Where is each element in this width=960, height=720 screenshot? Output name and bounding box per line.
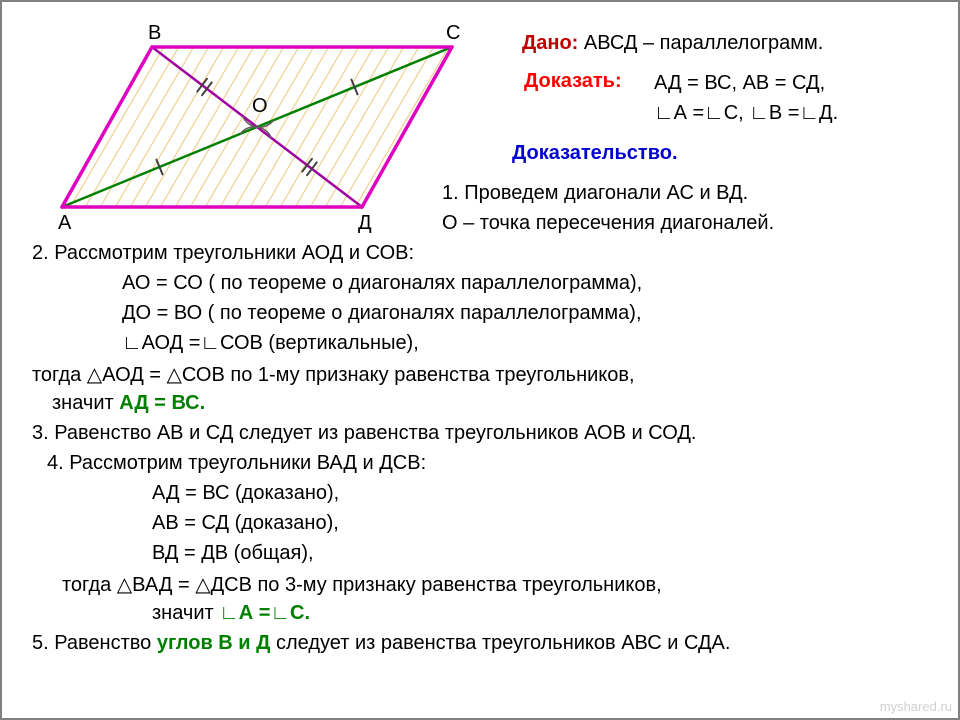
proof-2f-p: значит xyxy=(52,392,119,414)
vertex-label-c: С xyxy=(446,22,460,45)
prove-line-2: ∟А =∟С, ∟В =∟Д. xyxy=(654,102,838,125)
proof-4e: тогда △ВАД = △ДСВ по 3-му признаку равен… xyxy=(62,572,662,597)
proof-4b: АД = ВС (доказано), xyxy=(152,482,339,505)
proof-4a: 4. Рассмотрим треугольники ВАД и ДСВ: xyxy=(47,452,426,475)
proof-3: 3. Равенство АВ и СД следует из равенств… xyxy=(32,422,696,445)
proof-title: Доказательство. xyxy=(512,142,678,165)
proof-1b: О – точка пересечения диагоналей. xyxy=(442,212,774,235)
proof-2f: значит АД = ВС. xyxy=(52,392,205,415)
given-text: АВСД – параллелограмм. xyxy=(578,32,823,54)
proof-5-hl: углов В и Д xyxy=(157,632,271,654)
parallelogram-svg xyxy=(22,27,502,247)
given-title: Дано: xyxy=(522,32,578,54)
watermark: myshared.ru xyxy=(880,699,952,714)
proof-5-p2: следует из равенства треугольников АВС и… xyxy=(270,632,730,654)
slide: А В С Д О Дано: АВСД – параллелограмм. Д… xyxy=(0,0,960,720)
given-line: Дано: АВСД – параллелограмм. xyxy=(522,32,823,55)
prove-line-1: АД = ВС, АВ = СД, xyxy=(654,72,825,95)
proof-4f-p: значит xyxy=(152,602,219,624)
proof-2e: тогда △АОД = △СОВ по 1-му признаку равен… xyxy=(32,362,635,387)
center-label-o: О xyxy=(252,95,268,118)
parallelogram-figure: А В С Д О xyxy=(22,27,502,247)
proof-2f-hl: АД = ВС. xyxy=(119,392,205,414)
proof-4f: значит ∟А =∟С. xyxy=(152,602,310,625)
proof-4f-hl: ∟А =∟С. xyxy=(219,602,310,624)
proof-2b: АО = СО ( по теореме о диагоналях паралл… xyxy=(122,272,642,295)
vertex-label-b: В xyxy=(148,22,161,45)
proof-2c: ДО = ВО ( по теореме о диагоналях паралл… xyxy=(122,302,642,325)
proof-2a: 2. Рассмотрим треугольники АОД и СОВ: xyxy=(32,242,414,265)
vertex-label-a: А xyxy=(58,212,71,235)
proof-2d: ∟АОД =∟СОВ (вертикальные), xyxy=(122,332,419,355)
proof-1a: 1. Проведем диагонали АС и ВД. xyxy=(442,182,748,205)
prove-title: Доказать: xyxy=(524,70,622,93)
vertex-label-d: Д xyxy=(358,212,372,235)
proof-4d: ВД = ДВ (общая), xyxy=(152,542,314,565)
proof-5: 5. Равенство углов В и Д следует из раве… xyxy=(32,632,730,655)
proof-5-p1: 5. Равенство xyxy=(32,632,157,654)
proof-4c: АВ = СД (доказано), xyxy=(152,512,339,535)
